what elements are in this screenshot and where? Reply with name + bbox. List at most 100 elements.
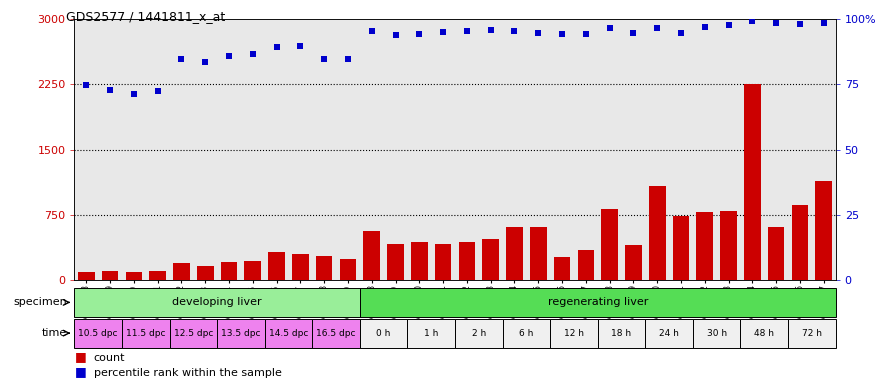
Point <box>603 25 617 31</box>
Text: specimen: specimen <box>13 297 67 308</box>
Bar <box>316 255 332 280</box>
Point <box>293 43 307 49</box>
Point <box>697 23 711 30</box>
Text: count: count <box>94 353 125 363</box>
Text: 48 h: 48 h <box>754 329 774 338</box>
Bar <box>435 244 452 280</box>
Bar <box>197 266 214 280</box>
Bar <box>244 261 261 280</box>
Text: 6 h: 6 h <box>519 329 534 338</box>
Text: 13.5 dpc: 13.5 dpc <box>221 329 261 338</box>
Bar <box>740 319 788 348</box>
Bar <box>102 271 118 280</box>
Point <box>150 88 164 94</box>
Bar <box>554 257 570 280</box>
Bar <box>173 263 190 280</box>
Bar <box>720 211 737 280</box>
Point <box>579 30 593 36</box>
Text: ■: ■ <box>74 365 86 378</box>
Text: 12.5 dpc: 12.5 dpc <box>173 329 213 338</box>
Text: 12 h: 12 h <box>564 329 584 338</box>
Bar <box>170 319 217 348</box>
Bar <box>578 250 594 280</box>
Point <box>507 28 522 34</box>
Text: 0 h: 0 h <box>376 329 391 338</box>
Text: 24 h: 24 h <box>659 329 679 338</box>
Point <box>769 20 783 26</box>
Point <box>555 30 569 36</box>
Point <box>127 91 141 97</box>
Bar <box>74 288 360 317</box>
Bar <box>792 205 808 280</box>
Text: GDS2577 / 1441811_x_at: GDS2577 / 1441811_x_at <box>66 10 225 23</box>
Text: 30 h: 30 h <box>707 329 727 338</box>
Point <box>199 59 213 65</box>
Bar <box>744 84 760 280</box>
Text: 2 h: 2 h <box>472 329 486 338</box>
Bar <box>816 180 832 280</box>
Bar <box>788 319 836 348</box>
Bar <box>649 186 666 280</box>
Point <box>341 56 355 62</box>
Bar <box>530 227 547 280</box>
Point <box>270 45 284 51</box>
Point <box>412 30 426 36</box>
Bar <box>696 212 713 280</box>
Bar <box>673 216 690 280</box>
Point <box>246 51 260 58</box>
Point <box>650 25 664 31</box>
Text: 18 h: 18 h <box>612 329 632 338</box>
Bar <box>693 319 740 348</box>
Text: 14.5 dpc: 14.5 dpc <box>269 329 308 338</box>
Point <box>365 28 379 34</box>
Text: 11.5 dpc: 11.5 dpc <box>126 329 165 338</box>
Bar <box>220 262 237 280</box>
Bar <box>360 319 408 348</box>
Text: 10.5 dpc: 10.5 dpc <box>79 329 118 338</box>
Point <box>674 30 688 36</box>
Bar <box>768 227 785 280</box>
Bar <box>360 288 836 317</box>
Point <box>388 32 402 38</box>
Text: time: time <box>42 328 67 338</box>
Text: regenerating liver: regenerating liver <box>548 297 648 308</box>
Point <box>80 82 94 88</box>
Bar <box>506 227 522 280</box>
Bar <box>269 252 285 280</box>
Point <box>484 27 498 33</box>
Bar <box>78 271 94 280</box>
Bar <box>265 319 312 348</box>
Bar <box>601 209 618 280</box>
Point <box>626 30 640 36</box>
Bar <box>388 244 404 280</box>
Bar <box>363 231 380 280</box>
Bar <box>482 239 499 280</box>
Bar <box>122 319 170 348</box>
Point <box>746 18 760 25</box>
Text: 16.5 dpc: 16.5 dpc <box>316 329 356 338</box>
Point <box>222 53 236 59</box>
Point <box>531 30 545 36</box>
Point <box>793 21 807 27</box>
Text: ■: ■ <box>74 350 86 363</box>
Text: 1 h: 1 h <box>424 329 438 338</box>
Point <box>174 56 188 62</box>
Bar <box>411 242 428 280</box>
Bar <box>502 319 550 348</box>
Bar <box>646 319 693 348</box>
Bar <box>408 319 455 348</box>
Bar <box>125 271 142 280</box>
Text: developing liver: developing liver <box>172 297 262 308</box>
Bar <box>74 319 122 348</box>
Point <box>722 22 736 28</box>
Bar <box>458 242 475 280</box>
Bar <box>550 319 598 348</box>
Text: 72 h: 72 h <box>802 329 822 338</box>
Bar <box>455 319 502 348</box>
Point <box>103 87 117 93</box>
Bar <box>292 254 309 280</box>
Bar <box>217 319 265 348</box>
Bar <box>312 319 360 348</box>
Text: percentile rank within the sample: percentile rank within the sample <box>94 368 282 378</box>
Bar <box>340 259 356 280</box>
